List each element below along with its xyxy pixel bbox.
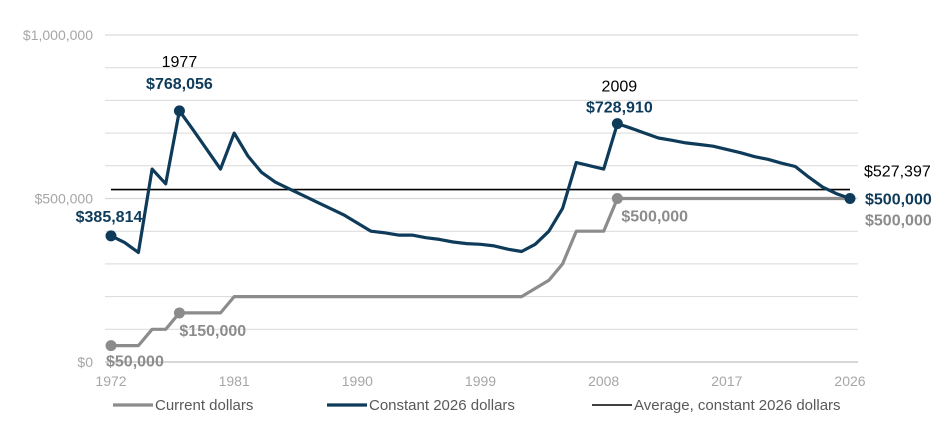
series-lines <box>109 109 852 348</box>
annotation-2009-year: 2009 <box>602 79 638 96</box>
data-point-constant <box>611 118 623 130</box>
gridlines <box>105 34 858 363</box>
data-point-constant <box>173 105 185 117</box>
series-markers <box>105 105 856 352</box>
annotation-1977-current: $150,000 <box>179 323 246 340</box>
annotation-2026-constant: $500,000 <box>865 192 932 209</box>
y-tick-label: $0 <box>77 354 93 370</box>
annotation-1972-current: $50,000 <box>106 354 164 371</box>
data-point-constant <box>105 230 117 242</box>
annotation-average: $527,397 <box>864 164 931 181</box>
data-point-current <box>611 193 623 204</box>
legend-label-constant: Constant 2026 dollars <box>369 397 515 414</box>
annotation-1972-constant: $385,814 <box>76 209 143 226</box>
x-tick-label: 1972 <box>95 373 126 389</box>
annotations: 1977 $768,056 2009 $728,910 $385,814 $50,000 $… <box>76 54 932 371</box>
annotation-2026-current: $500,000 <box>865 213 932 230</box>
legend-label-average: Average, constant 2026 dollars <box>634 397 841 414</box>
annotation-1977-year: 1977 <box>162 54 198 71</box>
annotation-1977-value: $768,056 <box>146 76 213 93</box>
x-tick-label: 1981 <box>219 373 250 389</box>
x-tick-label: 1990 <box>342 373 373 389</box>
series-line-current <box>109 196 852 348</box>
y-axis-ticks: $0 $500,000 $1,000,000 <box>23 27 93 370</box>
annotation-2009-value: $728,910 <box>586 100 653 117</box>
legend: Current dollars Constant 2026 dollars Aver… <box>113 397 841 414</box>
legend-label-current: Current dollars <box>155 397 253 414</box>
x-axis-ticks: 1972 1981 1990 1999 2008 2017 2026 <box>95 373 865 389</box>
x-tick-label: 2008 <box>588 373 619 389</box>
data-point-constant <box>844 193 856 204</box>
x-tick-label: 2026 <box>834 373 865 389</box>
x-tick-label: 2017 <box>711 373 742 389</box>
annotation-2009-current: $500,000 <box>621 209 688 226</box>
x-tick-label: 1999 <box>465 373 496 389</box>
y-tick-label: $1,000,000 <box>23 27 93 43</box>
y-tick-label: $500,000 <box>35 191 94 207</box>
data-point-current <box>105 340 117 352</box>
series-line-constant <box>109 109 852 255</box>
data-point-current <box>173 307 185 319</box>
